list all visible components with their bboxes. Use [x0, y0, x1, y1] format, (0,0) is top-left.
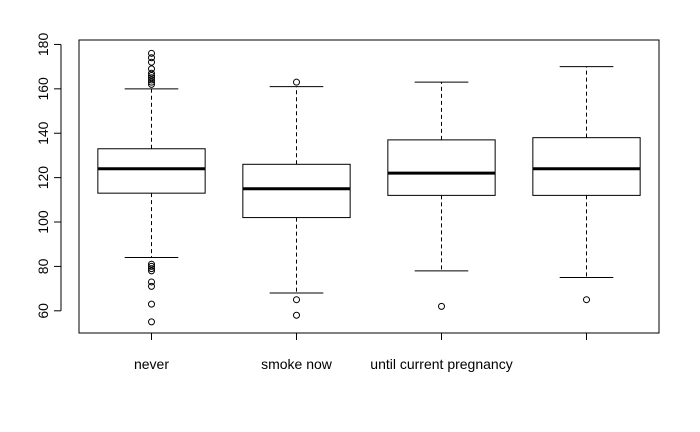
outlier-point — [293, 311, 300, 319]
outlier-point — [148, 72, 155, 80]
x-category-label: smoke now — [261, 356, 333, 372]
box-3 — [532, 66, 641, 304]
outlier-point — [148, 282, 155, 290]
outlier-point — [148, 267, 155, 275]
outlier-point — [148, 278, 155, 286]
y-tick-label: 180 — [35, 33, 51, 57]
y-tick-label: 80 — [35, 258, 51, 274]
box-1 — [242, 78, 351, 319]
outlier-point — [148, 300, 155, 308]
outlier-point — [148, 265, 155, 273]
outlier-point — [583, 296, 590, 304]
outlier-point — [293, 78, 300, 86]
x-category-label: until current pregnancy — [370, 356, 512, 372]
y-tick-label: 100 — [35, 210, 51, 234]
outlier-point — [148, 318, 155, 326]
y-tick-label: 120 — [35, 166, 51, 190]
outlier-point — [148, 78, 155, 86]
x-category-label: never — [134, 356, 169, 372]
iqr-box — [387, 139, 496, 196]
outlier-point — [148, 80, 155, 88]
y-tick-label: 160 — [35, 77, 51, 101]
y-axis: 60 80 100 120 140 160 180 — [35, 33, 62, 319]
outlier-point — [148, 54, 155, 62]
outlier-point — [148, 76, 155, 84]
outlier-point — [148, 262, 155, 270]
y-tick-label: 140 — [35, 121, 51, 145]
outlier-point — [438, 302, 445, 310]
outlier-point — [148, 69, 155, 77]
outlier-point — [148, 49, 155, 57]
iqr-box — [242, 163, 351, 219]
outlier-point — [148, 74, 155, 82]
y-tick-label: 60 — [35, 303, 51, 319]
iqr-box — [532, 137, 641, 196]
box-0 — [97, 49, 206, 326]
iqr-box — [97, 148, 206, 194]
box-2 — [387, 81, 496, 310]
outlier-point — [148, 65, 155, 73]
boxes-group — [97, 49, 641, 326]
x-axis: never smoke now until current pregnancy — [134, 332, 587, 372]
outlier-point — [148, 260, 155, 268]
outlier-point — [293, 296, 300, 304]
outlier-point — [148, 58, 155, 66]
